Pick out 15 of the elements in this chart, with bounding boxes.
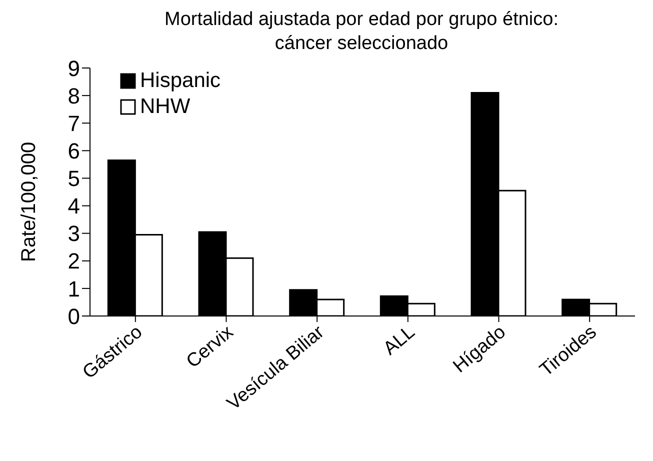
- y-tick-label: 4: [68, 194, 80, 219]
- y-tick-label: 1: [68, 276, 80, 302]
- legend-label: Hispanic: [140, 68, 221, 94]
- y-tick-label: 2: [68, 248, 80, 274]
- y-axis-title: Rate/100,000: [18, 142, 40, 262]
- y-tick-label: 8: [68, 83, 80, 108]
- y-tick-label: 9: [68, 56, 80, 81]
- y-tick-label: 6: [68, 138, 80, 164]
- y-tick-label: 5: [68, 166, 80, 192]
- y-tick-label: 3: [68, 221, 80, 246]
- legend-label: NHW: [140, 94, 190, 120]
- y-tick-label: 0: [68, 304, 80, 329]
- y-tick-label: 7: [68, 110, 80, 136]
- x-tick-label: ALL: [380, 322, 420, 360]
- chart-title: Mortalidad ajustada por edad por grupo étnico: cáncer seleccionado: [164, 8, 560, 56]
